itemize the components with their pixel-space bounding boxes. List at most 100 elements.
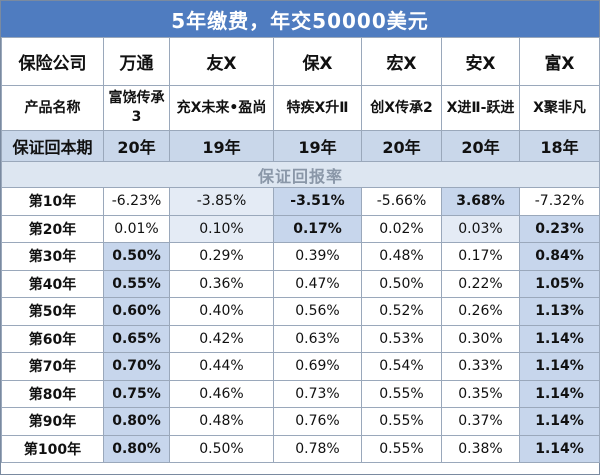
company-name: 富X xyxy=(519,37,600,86)
return-rate-cell: -5.66% xyxy=(361,187,442,216)
return-rate-cell: 0.22% xyxy=(441,269,520,298)
company-row: 保险公司 万通 友X 保X 宏X 安X 富X xyxy=(1,37,600,86)
table-title: 5年缴费，年交50000美元 xyxy=(1,1,599,37)
return-rate-cell: 0.37% xyxy=(441,407,520,436)
return-row: 第50年 0.60% 0.40% 0.56% 0.52% 0.26% 1.13% xyxy=(1,297,600,326)
breakeven-period: 19年 xyxy=(169,130,274,162)
return-rate-cell: 0.55% xyxy=(361,379,442,408)
company-header-label: 保险公司 xyxy=(1,37,104,86)
return-rate-cell: 0.48% xyxy=(169,407,274,436)
policy-year: 第70年 xyxy=(1,352,104,381)
product-name: 充X未来•盈尚 xyxy=(169,85,274,131)
return-rate-cell: 0.10% xyxy=(169,214,274,243)
breakeven-period: 18年 xyxy=(519,130,600,162)
return-rate-cell: 0.48% xyxy=(361,242,442,271)
return-rate-cell: -6.23% xyxy=(103,187,170,216)
return-rate-cell: 0.50% xyxy=(361,269,442,298)
breakeven-period: 20年 xyxy=(103,130,170,162)
return-rate-cell: 1.14% xyxy=(519,407,600,436)
product-name: 富饶传承3 xyxy=(103,85,170,131)
policy-year: 第20年 xyxy=(1,214,104,243)
return-rate-cell: 0.56% xyxy=(273,297,362,326)
return-rate-cell: 0.26% xyxy=(441,297,520,326)
return-rate-cell: 0.69% xyxy=(273,352,362,381)
return-rate-cell: 0.40% xyxy=(169,297,274,326)
return-rate-cell: 0.55% xyxy=(361,407,442,436)
return-rate-cell: 1.05% xyxy=(519,269,600,298)
policy-year: 第30年 xyxy=(1,242,104,271)
breakeven-header-label: 保证回本期 xyxy=(1,130,104,162)
return-rate-cell: 0.75% xyxy=(103,379,170,408)
product-row: 产品名称 富饶传承3 充X未来•盈尚 特疾X升Ⅱ 创X传承2 X进Ⅱ-跃进 X聚… xyxy=(1,85,600,131)
policy-year: 第100年 xyxy=(1,434,104,463)
return-row: 第70年 0.70% 0.44% 0.69% 0.54% 0.33% 1.14% xyxy=(1,352,600,381)
product-name: 特疾X升Ⅱ xyxy=(273,85,362,131)
return-rate-cell: 0.60% xyxy=(103,297,170,326)
return-rate-cell: 0.42% xyxy=(169,324,274,353)
return-rate-cell: 0.02% xyxy=(361,214,442,243)
return-rate-cell: -3.85% xyxy=(169,187,274,216)
policy-year: 第80年 xyxy=(1,379,104,408)
return-rate-cell: 0.63% xyxy=(273,324,362,353)
return-rate-cell: 0.17% xyxy=(441,242,520,271)
policy-year: 第60年 xyxy=(1,324,104,353)
return-rate-cell: 1.14% xyxy=(519,324,600,353)
return-row: 第80年 0.75% 0.46% 0.73% 0.55% 0.35% 1.14% xyxy=(1,379,600,408)
company-name: 保X xyxy=(273,37,362,86)
return-row: 第30年 0.50% 0.29% 0.39% 0.48% 0.17% 0.84% xyxy=(1,242,600,271)
return-row: 第40年 0.55% 0.36% 0.47% 0.50% 0.22% 1.05% xyxy=(1,269,600,298)
return-rate-cell: 0.78% xyxy=(273,434,362,463)
return-rate-cell: 0.01% xyxy=(103,214,170,243)
return-rate-cell: 0.47% xyxy=(273,269,362,298)
return-rate-cell: 0.50% xyxy=(103,242,170,271)
product-name: 创X传承2 xyxy=(361,85,442,131)
return-rate-cell: 1.14% xyxy=(519,434,600,463)
company-name: 友X xyxy=(169,37,274,86)
return-rate-cell: 0.50% xyxy=(169,434,274,463)
breakeven-period: 20年 xyxy=(361,130,442,162)
breakeven-period: 19年 xyxy=(273,130,362,162)
return-rate-cell: 0.29% xyxy=(169,242,274,271)
return-rate-cell: 0.76% xyxy=(273,407,362,436)
policy-year: 第10年 xyxy=(1,187,104,216)
return-rate-cell: 0.53% xyxy=(361,324,442,353)
product-name: X进Ⅱ-跃进 xyxy=(441,85,520,131)
return-rate-cell: 0.84% xyxy=(519,242,600,271)
return-rate-cell: -3.51% xyxy=(273,187,362,216)
return-rate-cell: 0.36% xyxy=(169,269,274,298)
return-rate-cell: 0.55% xyxy=(103,269,170,298)
section-heading: 保证回报率 xyxy=(1,161,600,188)
return-rate-cell: 0.73% xyxy=(273,379,362,408)
return-rate-cell: 0.46% xyxy=(169,379,274,408)
return-rate-cell: 0.80% xyxy=(103,434,170,463)
breakeven-row: 保证回本期 20年 19年 19年 20年 20年 18年 xyxy=(1,130,600,162)
return-rate-cell: 0.54% xyxy=(361,352,442,381)
return-rate-cell: 0.38% xyxy=(441,434,520,463)
comparison-table: 保险公司 万通 友X 保X 宏X 安X 富X 产品名称 富饶传承3 充X未来•盈… xyxy=(1,37,600,463)
product-header-label: 产品名称 xyxy=(1,85,104,131)
return-rate-cell: 0.80% xyxy=(103,407,170,436)
return-row: 第60年 0.65% 0.42% 0.63% 0.53% 0.30% 1.14% xyxy=(1,324,600,353)
return-rate-cell: 0.23% xyxy=(519,214,600,243)
return-rate-cell: 3.68% xyxy=(441,187,520,216)
return-rate-cell: 0.65% xyxy=(103,324,170,353)
return-rate-cell: 1.13% xyxy=(519,297,600,326)
company-name: 宏X xyxy=(361,37,442,86)
return-rate-cell: 0.44% xyxy=(169,352,274,381)
return-rate-cell: 0.33% xyxy=(441,352,520,381)
return-row: 第20年 0.01% 0.10% 0.17% 0.02% 0.03% 0.23% xyxy=(1,214,600,243)
company-name: 万通 xyxy=(103,37,170,86)
return-row: 第100年 0.80% 0.50% 0.78% 0.55% 0.38% 1.14% xyxy=(1,434,600,463)
company-name: 安X xyxy=(441,37,520,86)
return-rate-cell: 0.55% xyxy=(361,434,442,463)
return-rate-cell: 1.14% xyxy=(519,379,600,408)
return-rate-cell: 0.35% xyxy=(441,379,520,408)
return-rate-cell: 1.14% xyxy=(519,352,600,381)
return-rate-cell: 0.30% xyxy=(441,324,520,353)
breakeven-period: 20年 xyxy=(441,130,520,162)
policy-year: 第90年 xyxy=(1,407,104,436)
return-row: 第10年 -6.23% -3.85% -3.51% -5.66% 3.68% -7.32% xyxy=(1,187,600,216)
product-name: X聚非凡 xyxy=(519,85,600,131)
policy-year: 第50年 xyxy=(1,297,104,326)
